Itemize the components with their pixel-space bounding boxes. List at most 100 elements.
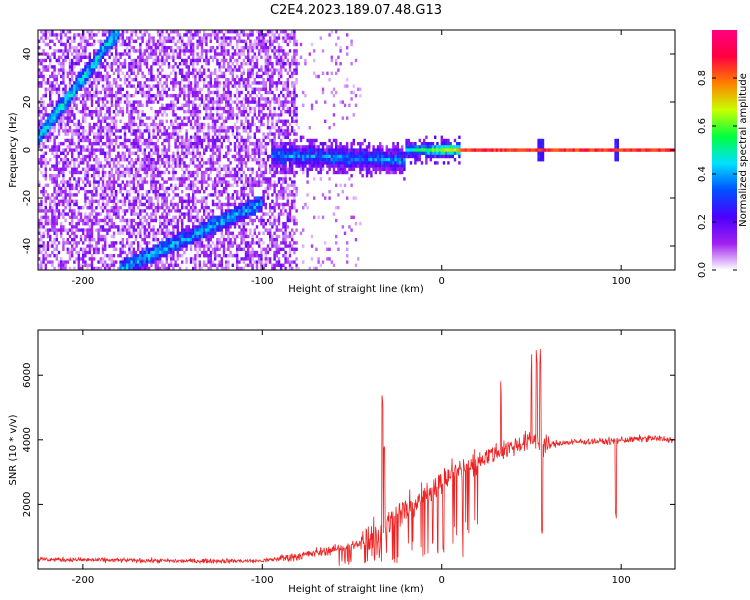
heatmap-cell <box>101 218 105 223</box>
heatmap-cell <box>159 231 162 235</box>
heatmap-cell <box>262 33 265 37</box>
heatmap-cell <box>205 39 208 43</box>
heatmap-cell <box>189 30 193 34</box>
heatmap-cell <box>38 183 41 187</box>
heatmap-cell <box>84 199 87 203</box>
heatmap-cell <box>40 30 43 34</box>
heatmap-cell <box>178 122 182 127</box>
heatmap-cell <box>152 164 155 168</box>
heatmap-cell <box>62 209 65 213</box>
heatmap-cell <box>123 183 127 187</box>
heatmap-cell <box>244 42 248 47</box>
heatmap-cell <box>207 238 210 242</box>
heatmap-cell <box>53 87 56 91</box>
heatmap-cell <box>176 100 179 104</box>
heatmap-cell <box>154 49 157 53</box>
heatmap-cell <box>101 170 105 175</box>
heatmap-cell <box>121 52 124 56</box>
heatmap-cell <box>211 202 215 207</box>
heatmap-cell <box>211 90 215 95</box>
heatmap-cell <box>211 231 215 235</box>
heatmap-cell <box>71 186 74 191</box>
heatmap-cell <box>214 263 217 267</box>
heatmap-cell <box>238 100 241 104</box>
heatmap-cell <box>253 87 256 91</box>
heatmap-cell <box>42 100 45 104</box>
heatmap-cell <box>126 94 129 98</box>
heatmap-cell <box>198 180 201 184</box>
heatmap-cell <box>271 39 274 43</box>
heatmap-cell <box>227 106 230 111</box>
heatmap-cell <box>222 84 226 88</box>
heatmap-cell <box>46 145 50 149</box>
heatmap-cell <box>170 36 173 40</box>
heatmap-cell <box>192 170 195 175</box>
heatmap-cell <box>266 90 270 95</box>
heatmap-cell <box>220 206 223 210</box>
heatmap-cell <box>262 87 265 91</box>
heatmap-cell <box>51 222 54 226</box>
heatmap-cell <box>163 250 166 255</box>
heatmap-cell <box>115 225 118 229</box>
heatmap-cell <box>139 49 142 53</box>
heatmap-cell <box>156 174 160 178</box>
heatmap-cell <box>117 71 120 75</box>
heatmap-cell <box>194 135 197 139</box>
heatmap-cell <box>244 145 248 149</box>
heatmap-cell <box>192 186 195 191</box>
heatmap-cell <box>167 247 171 251</box>
heatmap-cell <box>148 164 151 168</box>
heatmap-cell <box>200 177 204 181</box>
heatmap-cell <box>115 190 118 194</box>
heatmap-cell <box>130 58 133 63</box>
heatmap-cell <box>264 148 267 152</box>
heatmap-cell <box>106 180 109 184</box>
heatmap-cell <box>229 161 232 165</box>
heatmap-cell <box>225 212 228 216</box>
heatmap-cell <box>110 186 113 191</box>
heatmap-cell <box>220 167 223 171</box>
heatmap-cell <box>73 225 76 229</box>
heatmap-cell <box>95 199 98 203</box>
heatmap-cell <box>181 158 184 162</box>
heatmap-cell <box>172 129 175 133</box>
heatmap-cell <box>44 183 47 187</box>
heatmap-cell <box>64 180 67 184</box>
heatmap-cell <box>269 39 272 43</box>
heatmap-cell <box>266 52 270 56</box>
heatmap-cell <box>119 154 122 159</box>
heatmap-cell <box>119 33 122 37</box>
heatmap-cell <box>150 116 153 120</box>
heatmap-cell <box>183 244 186 248</box>
heatmap-cell <box>165 241 168 245</box>
heatmap-cell <box>101 202 105 207</box>
heatmap-cell <box>176 186 179 191</box>
heatmap-cell <box>244 209 248 213</box>
heatmap-cell <box>214 161 217 165</box>
heatmap-cell <box>196 97 199 101</box>
heatmap-cell <box>172 215 175 219</box>
heatmap-cell <box>218 68 221 72</box>
heatmap-cell <box>242 212 245 216</box>
heatmap-cell <box>236 218 239 223</box>
heatmap-cell <box>40 97 43 101</box>
heatmap-cell <box>229 174 232 178</box>
heatmap-cell <box>240 218 243 223</box>
heatmap-cell <box>71 129 74 133</box>
heatmap-cell <box>242 218 245 223</box>
heatmap-cell <box>183 49 186 53</box>
heatmap-cell <box>42 234 45 239</box>
heatmap-cell <box>209 266 212 270</box>
heatmap-cell <box>233 202 237 207</box>
heatmap-cell <box>205 36 208 40</box>
heatmap-cell <box>255 266 259 270</box>
heatmap-cell <box>176 209 179 213</box>
heatmap-cell <box>38 222 41 226</box>
heatmap-cell <box>170 250 173 255</box>
heatmap-cell <box>110 183 113 187</box>
heatmap-cell <box>46 196 50 200</box>
heatmap-cell <box>99 122 102 127</box>
heatmap-cell <box>229 116 232 120</box>
heatmap-cell <box>106 129 109 133</box>
heatmap-cell <box>130 263 133 267</box>
